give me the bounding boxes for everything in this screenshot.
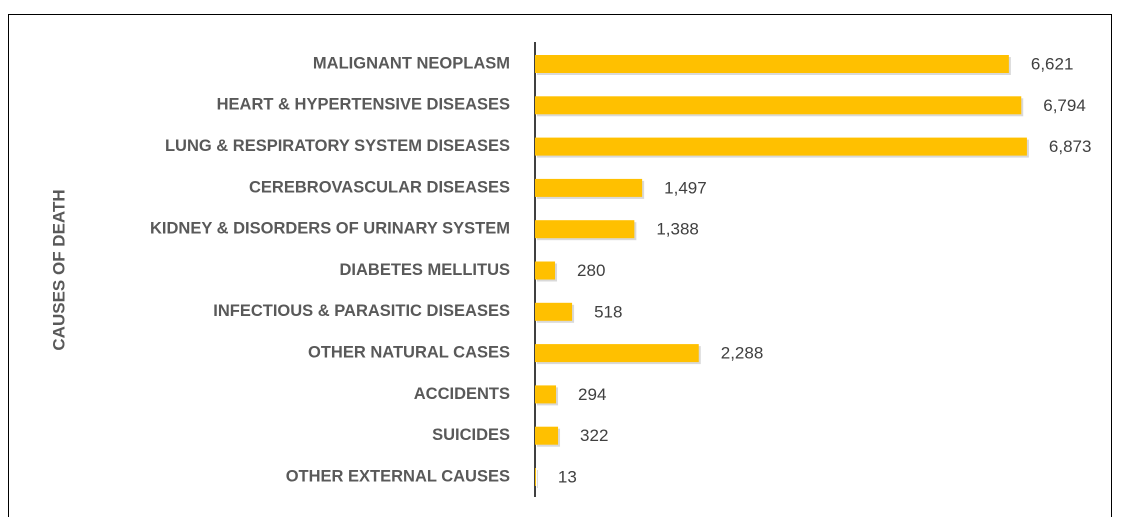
category-label: INFECTIOUS & PARASITIC DISEASES [213, 302, 510, 320]
value-label: 280 [577, 261, 605, 280]
value-label: 1,388 [656, 220, 699, 239]
category-label: KIDNEY & DISORDERS OF URINARY SYSTEM [150, 220, 510, 238]
category-label: SUICIDES [432, 426, 510, 444]
bar [535, 55, 1009, 73]
bar [535, 344, 699, 363]
category-label: DIABETES MELLITUS [339, 261, 510, 279]
value-label: 13 [558, 467, 577, 486]
bar [535, 468, 536, 486]
bar [535, 385, 557, 404]
bar [535, 178, 643, 197]
value-label: 294 [578, 385, 606, 404]
category-label: OTHER NATURAL CASES [308, 343, 510, 361]
value-label: 1,497 [664, 178, 707, 197]
category-label: LUNG & RESPIRATORY SYSTEM DISEASES [165, 137, 510, 155]
value-label: 6,873 [1049, 137, 1092, 156]
category-label: HEART & HYPERTENSIVE DISEASES [217, 96, 510, 114]
y-axis-label: CAUSES OF DEATH [49, 189, 68, 350]
bar [535, 261, 556, 280]
category-label: ACCIDENTS [414, 385, 510, 403]
value-label: 322 [580, 426, 608, 445]
bar [535, 426, 559, 445]
bar [535, 96, 1022, 115]
bar [535, 302, 573, 321]
bar-shadow [537, 470, 538, 488]
bar [535, 137, 1027, 156]
value-label: 518 [594, 302, 622, 321]
value-label: 6,621 [1031, 54, 1074, 73]
value-label: 6,794 [1043, 96, 1086, 115]
category-label: MALIGNANT NEOPLASM [313, 54, 510, 72]
bar [535, 220, 635, 239]
category-label: OTHER EXTERNAL CAUSES [286, 467, 510, 485]
value-label: 2,288 [721, 344, 764, 363]
chart-frame [8, 14, 1112, 517]
category-label: CEREBROVASCULAR DISEASES [249, 178, 510, 196]
